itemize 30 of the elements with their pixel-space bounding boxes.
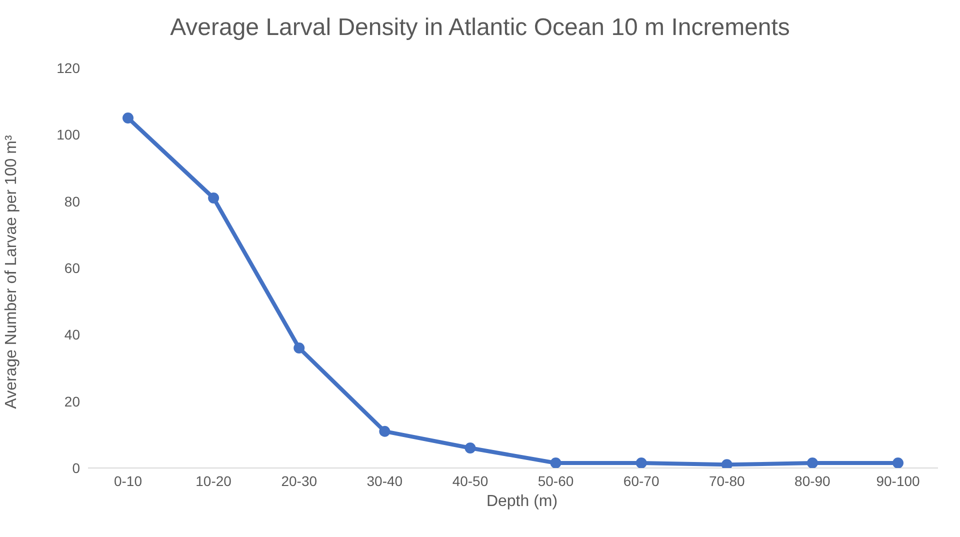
x-tick-label: 0-10	[114, 472, 142, 489]
x-axis-title: Depth (m)	[485, 493, 559, 511]
chart-title: Average Larval Density in Atlantic Ocean 10 m Increments	[169, 14, 791, 42]
x-tick-label: 10-20	[196, 472, 232, 489]
point	[464, 442, 476, 454]
x-tick-label: 90-100	[876, 472, 920, 489]
y-axis-title: Average Number of Larvae per 100 m³	[3, 135, 21, 409]
point	[636, 458, 647, 468]
x-tick-label: 20-30	[281, 472, 318, 489]
x-tick-label: 50-60	[538, 472, 574, 489]
y-tick-label: 60	[64, 260, 80, 276]
point	[550, 458, 562, 468]
point	[379, 426, 390, 437]
x-tick-label: 70-80	[708, 472, 746, 489]
x-tick-label: 60-70	[623, 472, 660, 489]
x-tick-label: 40-50	[452, 472, 488, 489]
point	[294, 342, 305, 354]
point	[208, 192, 220, 204]
point	[122, 112, 134, 124]
x-tick-label: 80-90	[794, 472, 831, 489]
y-tick-label: 40	[64, 326, 80, 343]
y-tick-label: 0	[72, 460, 80, 476]
y-tick-label: 100	[56, 126, 80, 143]
point	[892, 458, 904, 468]
y-tick-label: 20	[64, 393, 80, 410]
x-tick-label: 30-40	[366, 472, 403, 489]
point	[806, 458, 818, 468]
point	[721, 459, 732, 468]
y-tick-label: 120	[56, 60, 80, 76]
y-tick-label: 80	[64, 193, 80, 210]
